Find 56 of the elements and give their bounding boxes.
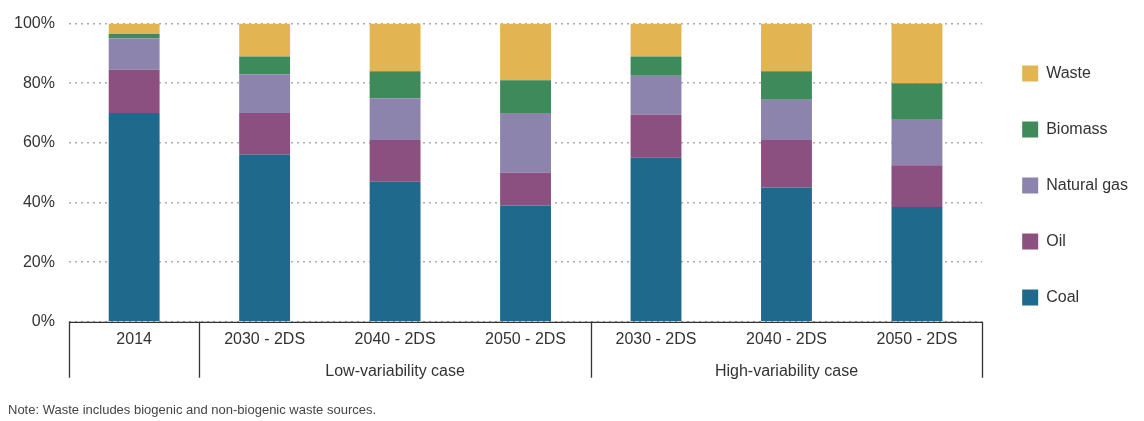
text: High-variability case	[714, 362, 859, 380]
bar	[500, 23, 551, 81]
bar	[630, 75, 682, 115]
bar	[891, 23, 943, 84]
bar	[891, 119, 943, 166]
x-tick-label: 2050 - 2DS	[485, 329, 567, 347]
legend-label: Coal	[1046, 287, 1080, 305]
legend-label: Natural gas	[1046, 175, 1129, 193]
y-tick-label: 60%	[22, 133, 55, 151]
y-tick-label: 40%	[22, 192, 55, 210]
bar	[239, 23, 291, 57]
bar	[108, 113, 160, 322]
legend-label: Waste	[1046, 63, 1092, 81]
y-tick-label: 20%	[22, 252, 55, 270]
bar	[761, 71, 812, 100]
bar	[500, 205, 551, 322]
bar	[891, 165, 943, 207]
bar	[761, 99, 812, 140]
y-tick-label: 100%	[14, 14, 55, 32]
bar	[891, 206, 943, 322]
bar	[369, 98, 421, 140]
bar	[630, 56, 682, 76]
y-tick-label: 80%	[22, 73, 55, 91]
bar	[239, 154, 291, 322]
text: Note: Waste includes biogenic and non-biogenic waste sources.	[8, 401, 377, 417]
x-tick-label: 2040 - 2DS	[354, 329, 436, 347]
bar	[630, 23, 682, 57]
text: Low-variability case	[325, 362, 465, 380]
bar	[369, 23, 421, 72]
bar	[239, 113, 291, 155]
bar	[108, 34, 160, 39]
legend-label: Biomass	[1046, 119, 1108, 137]
bar	[239, 74, 291, 114]
bar	[630, 157, 682, 322]
bar	[500, 172, 551, 206]
bar	[239, 56, 291, 75]
bar	[108, 38, 160, 70]
x-tick-label: 2030 - 2DS	[615, 329, 697, 347]
bar	[761, 139, 812, 188]
bar	[369, 139, 421, 182]
x-tick-label: 2030 - 2DS	[224, 329, 306, 347]
bar	[369, 181, 421, 322]
legend-label: Oil	[1046, 231, 1066, 249]
bar	[630, 114, 682, 158]
bar	[108, 69, 160, 114]
y-tick-label: 0%	[31, 312, 55, 330]
x-tick-label: 2050 - 2DS	[876, 329, 958, 347]
bar	[500, 80, 551, 114]
bar	[108, 23, 160, 35]
x-tick-label: 2014	[116, 329, 153, 347]
x-tick-label: 2040 - 2DS	[746, 329, 827, 347]
bar	[761, 23, 812, 72]
bar	[761, 187, 812, 322]
bar	[500, 113, 551, 173]
bar	[891, 83, 943, 120]
bar	[369, 71, 421, 99]
